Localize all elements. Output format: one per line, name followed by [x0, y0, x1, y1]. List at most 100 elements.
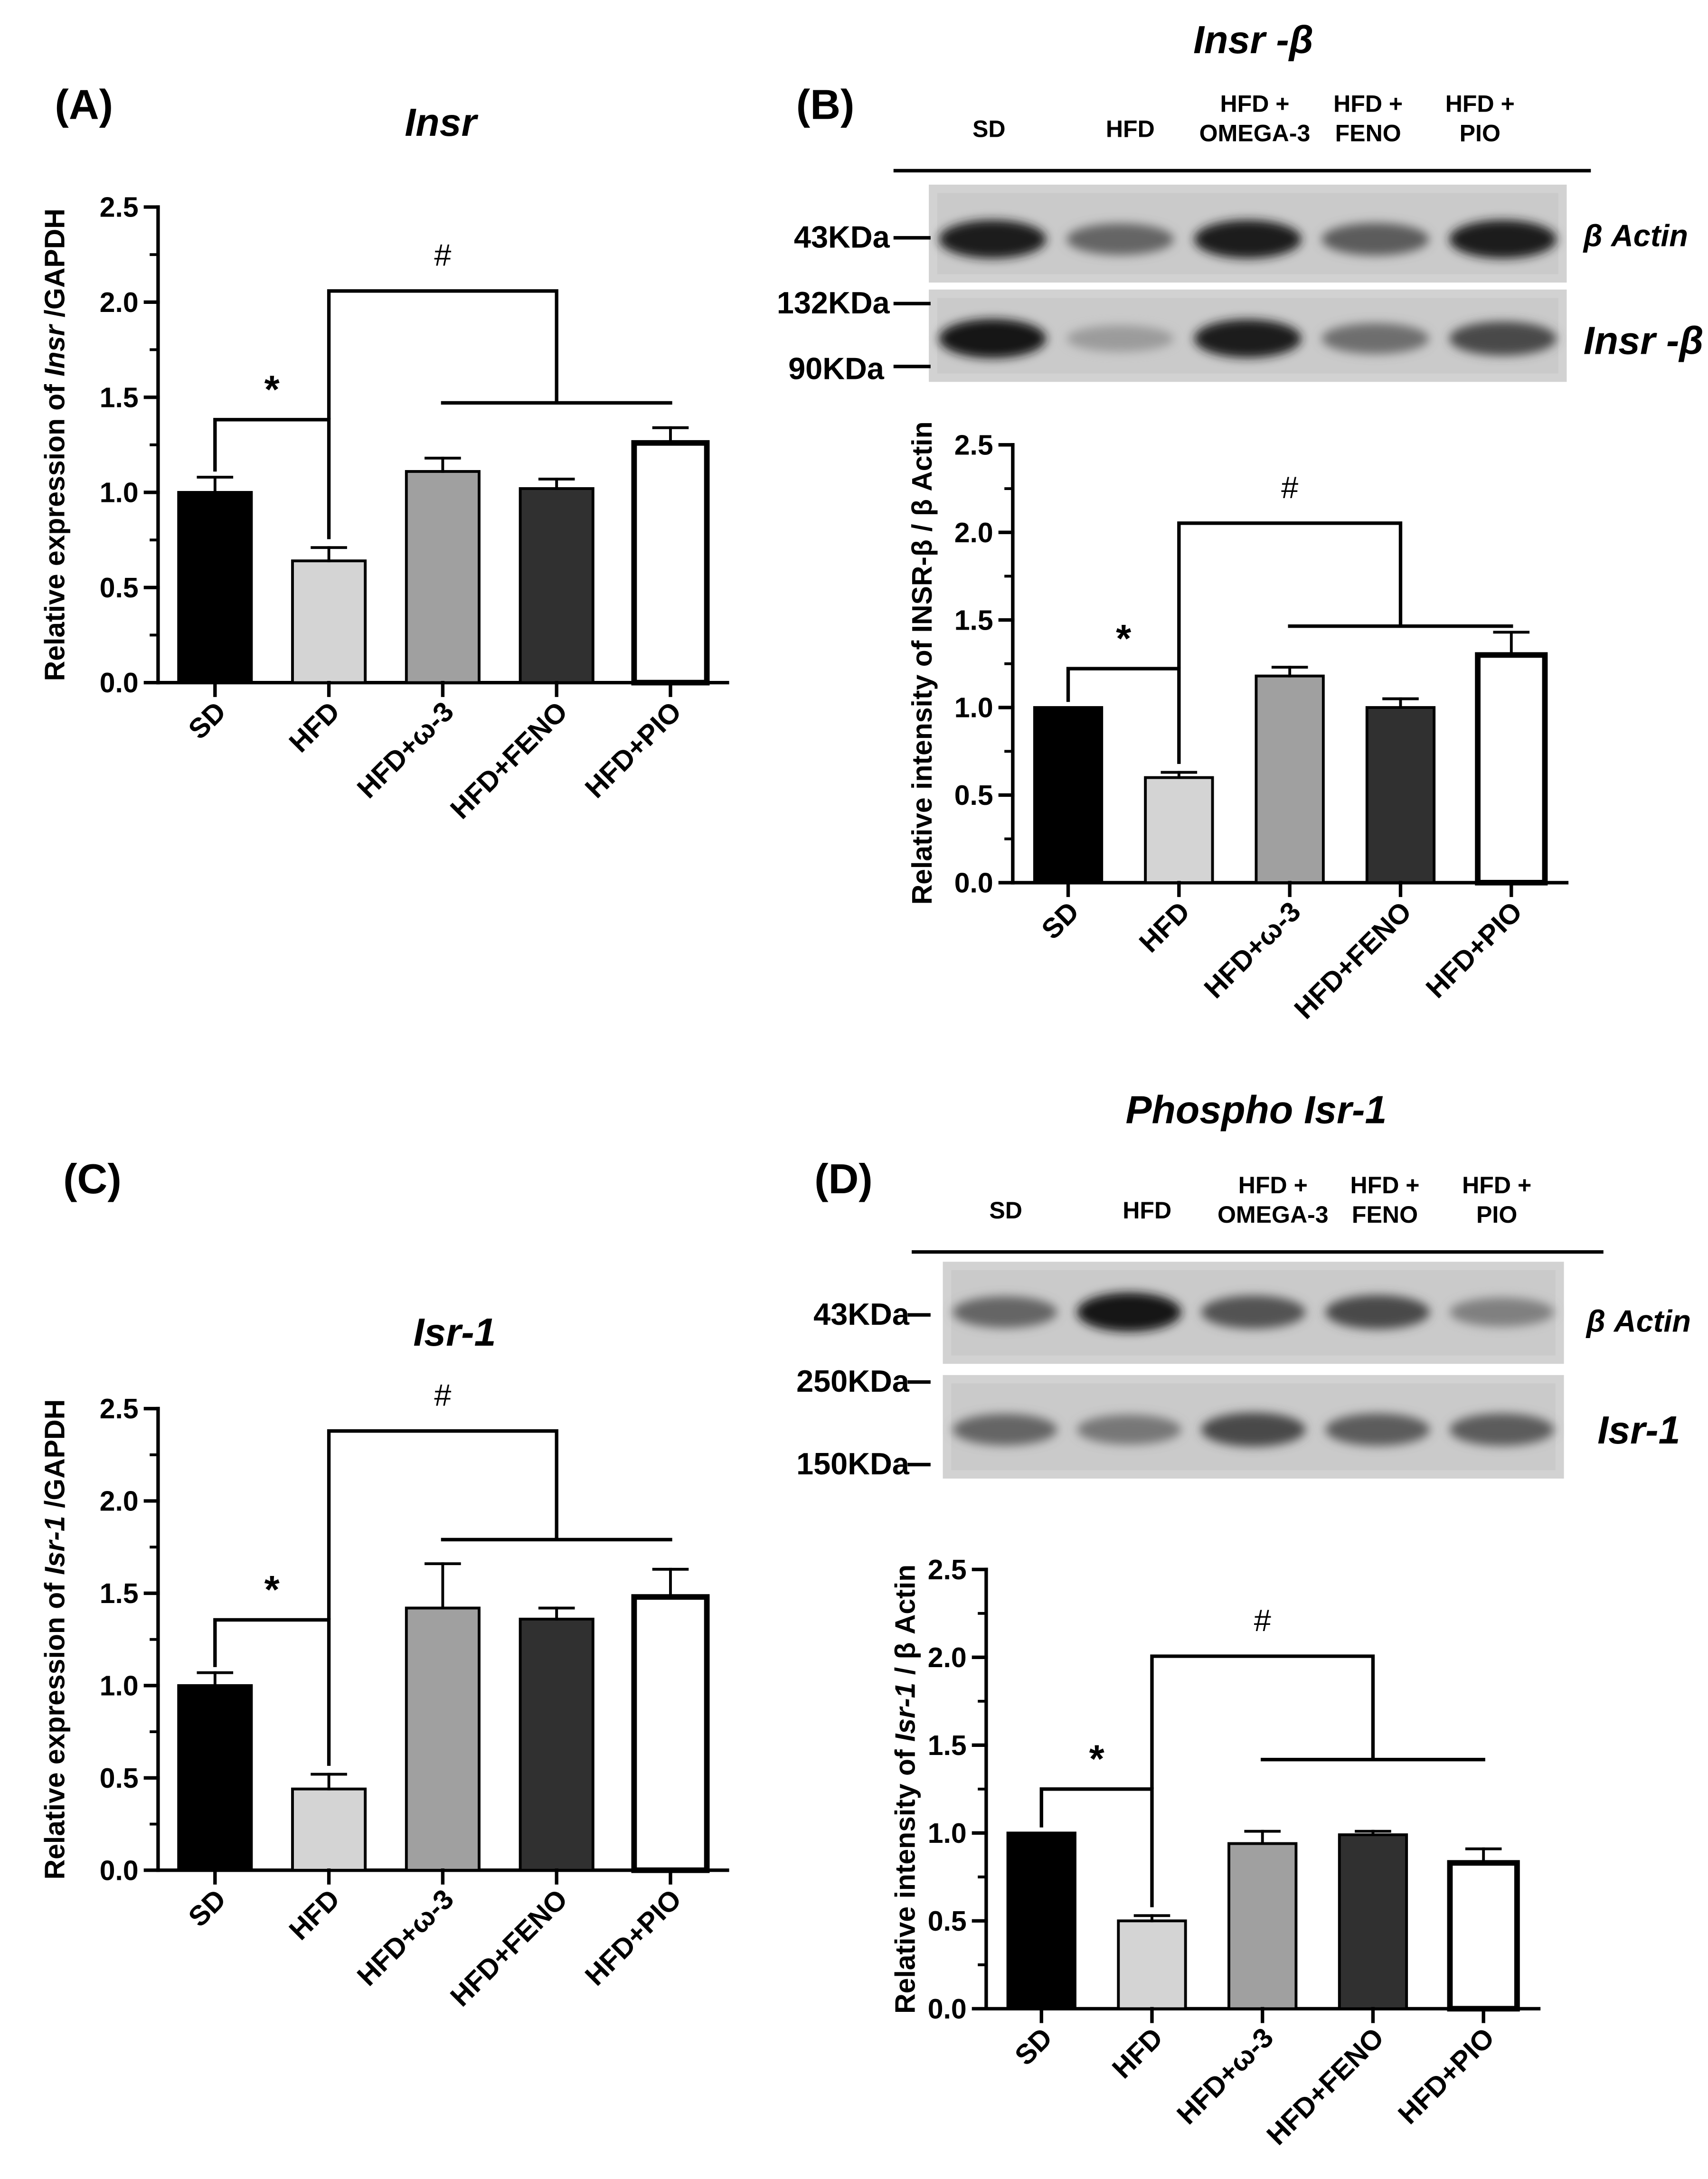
- panel-label: (C): [63, 1155, 122, 1202]
- y-tick-label: 2.5: [928, 1555, 967, 1585]
- y-tick-label: 1.0: [100, 1670, 139, 1701]
- sig-hash: #: [434, 238, 451, 273]
- y-axis-label: Relative expression of Isr-1 /GAPDH: [40, 1399, 71, 1880]
- blot-band: [1325, 1413, 1430, 1446]
- y-tick-label: 0.5: [954, 780, 993, 811]
- y-tick-label: 2.5: [954, 430, 993, 461]
- category-label: HFD: [283, 1884, 346, 1946]
- lane-label: PIO: [1460, 120, 1500, 147]
- y-axis-label-part: Relative intensity of: [890, 1742, 921, 2014]
- bar: [1255, 674, 1325, 884]
- y-axis-label-part: Isr-1: [40, 1516, 71, 1575]
- y-tick-label: 1.0: [100, 478, 139, 509]
- y-tick-label: 0.0: [100, 668, 139, 698]
- y-axis-label-part: /GAPDH: [40, 1399, 71, 1516]
- y-tick-label: 1.0: [954, 693, 993, 724]
- bar: [177, 491, 253, 684]
- blot-band: [953, 1296, 1057, 1328]
- y-axis-label-part: Relative expression of: [40, 377, 71, 681]
- sig-bracket-hash: [1177, 521, 1403, 669]
- y-tick-label: 2.0: [954, 518, 993, 548]
- lane-label: HFD +: [1462, 1172, 1531, 1198]
- category-label: HFD+PIO: [1392, 2022, 1500, 2130]
- bar: [1006, 1831, 1076, 2010]
- y-tick-label: 0.5: [928, 1906, 967, 1937]
- size-marker-label: 43KDa: [794, 219, 890, 254]
- y-axis-label-part: Isr-1: [890, 1683, 921, 1742]
- panel-label: (B): [796, 81, 855, 128]
- bar: [1033, 706, 1104, 884]
- blot-band: [953, 1414, 1057, 1446]
- strip-label: β Actin: [1583, 218, 1688, 253]
- lane-label: SD: [972, 116, 1006, 142]
- size-marker-label: 150KDa: [796, 1446, 910, 1481]
- blot-band: [1449, 220, 1557, 259]
- bar: [519, 1617, 594, 1872]
- lane-label: HFD +: [1445, 91, 1515, 117]
- chart-title: Insr: [405, 101, 478, 144]
- blot-band: [1194, 319, 1302, 358]
- panel-label: (A): [55, 81, 113, 128]
- category-label: HFD: [283, 696, 346, 759]
- size-marker-label: 132KDa: [777, 285, 890, 320]
- y-axis-label-part: / β Actin: [890, 1565, 921, 1683]
- lane-label: HFD: [1123, 1197, 1171, 1224]
- y-tick-label: 0.5: [100, 1763, 139, 1794]
- panel-label: (D): [814, 1155, 873, 1202]
- category-label: HFD+PIO: [579, 1884, 688, 1992]
- bar: [1447, 1860, 1520, 2012]
- category-label: SD: [1009, 2022, 1058, 2071]
- lane-label: HFD +: [1333, 91, 1403, 117]
- y-axis-label: Relative expression of Insr /GAPDH: [40, 208, 71, 681]
- blot-band: [939, 319, 1047, 358]
- sig-star: *: [264, 368, 280, 411]
- category-label: HFD+ω-3: [1171, 2022, 1279, 2130]
- y-tick-label: 0.0: [954, 868, 993, 899]
- bar: [291, 559, 367, 684]
- y-axis-label-part: Relative expression of: [40, 1575, 71, 1880]
- lane-label: SD: [989, 1197, 1022, 1224]
- bar: [1144, 776, 1214, 884]
- strip-label: Insr -β: [1584, 319, 1704, 362]
- y-tick-label: 0.5: [100, 573, 139, 604]
- blot-band: [1325, 1295, 1430, 1330]
- blot-band: [1321, 323, 1429, 354]
- bar: [519, 487, 594, 684]
- blot-band: [1066, 325, 1174, 352]
- blot-band: [1077, 1292, 1181, 1332]
- bar: [1117, 1919, 1187, 2010]
- category-label: HFD+ω-3: [351, 1884, 460, 1992]
- category-label: HFD+FENO: [1289, 896, 1418, 1025]
- lane-label: FENO: [1352, 1201, 1418, 1228]
- y-axis-label: Relative intensity of Isr-1 / β Actin: [890, 1565, 921, 2014]
- sig-bracket-hash: [327, 289, 558, 420]
- sig-bracket-star: [213, 1618, 331, 1766]
- y-tick-label: 0.0: [928, 1994, 967, 2025]
- sig-hash: #: [1281, 470, 1298, 505]
- bar: [405, 1606, 481, 1872]
- sig-hash: #: [434, 1378, 451, 1413]
- bar: [1475, 652, 1548, 886]
- category-label: HFD+FENO: [444, 696, 574, 825]
- strip-label: Isr-1: [1597, 1408, 1680, 1452]
- sig-bracket-star: [213, 418, 331, 539]
- sig-star: *: [1116, 617, 1132, 660]
- sig-bracket-star: [1066, 667, 1181, 764]
- sig-hash: #: [1254, 1603, 1271, 1638]
- sig-bracket-star: [1039, 1787, 1154, 1907]
- y-tick-label: 2.0: [100, 287, 139, 318]
- blot-band: [1194, 220, 1302, 259]
- bar: [631, 440, 710, 686]
- category-label: HFD+ω-3: [351, 696, 460, 804]
- western-blot-d: Phospho Isr-1 SD HFD HFD + OMEGA-3 HFD + FENO H…: [796, 1088, 1691, 1481]
- lane-label: PIO: [1476, 1201, 1517, 1228]
- category-label: HFD+ω-3: [1198, 896, 1307, 1004]
- strip-label: β Actin: [1585, 1304, 1691, 1339]
- category-label: SD: [183, 1884, 232, 1933]
- y-tick-label: 1.5: [954, 605, 993, 636]
- sig-bracket-hash: [1150, 1654, 1375, 1789]
- chart-title: Isr-1: [413, 1311, 496, 1354]
- bar: [405, 470, 481, 684]
- sig-star: *: [1089, 1737, 1105, 1781]
